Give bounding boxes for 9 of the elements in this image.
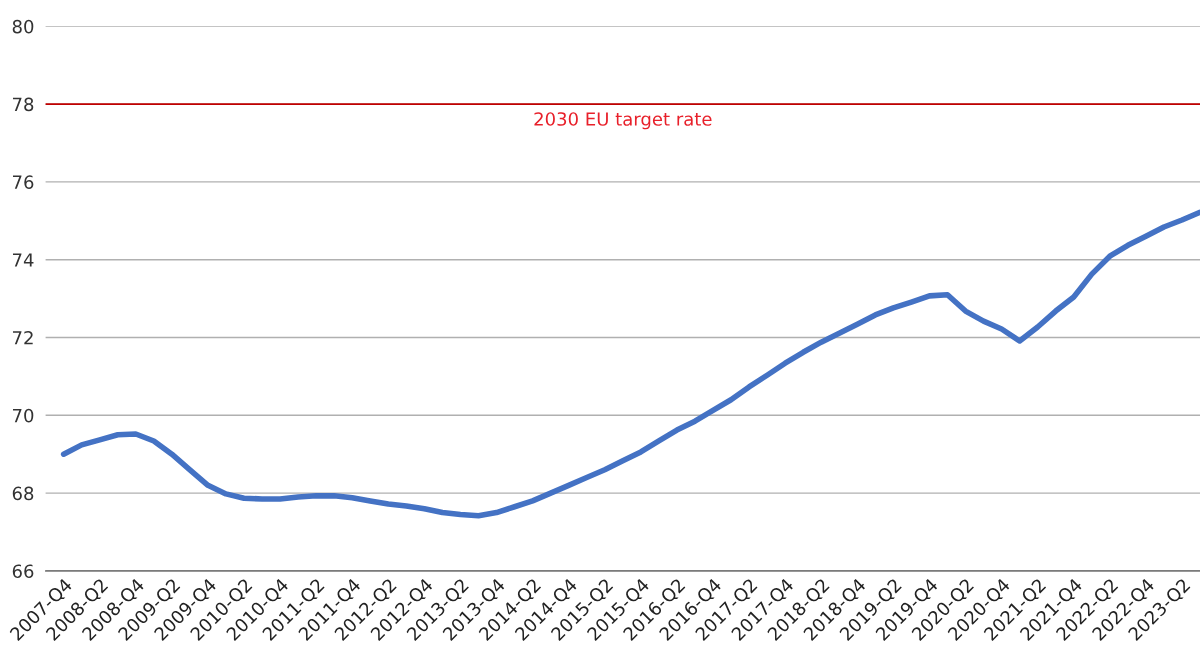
y-tick-label: 68 xyxy=(12,486,34,501)
y-tick-label: 72 xyxy=(12,330,33,345)
y-tick-label: 70 xyxy=(12,408,34,423)
y-tick-label: 78 xyxy=(12,97,34,112)
y-tick-label: 74 xyxy=(12,253,34,267)
y-tick-label: 80 xyxy=(12,19,34,34)
y-tick-label: 66 xyxy=(12,564,34,579)
y-tick-label: 76 xyxy=(12,175,34,190)
ref-line-label: 2030 EU target rate xyxy=(534,112,712,130)
